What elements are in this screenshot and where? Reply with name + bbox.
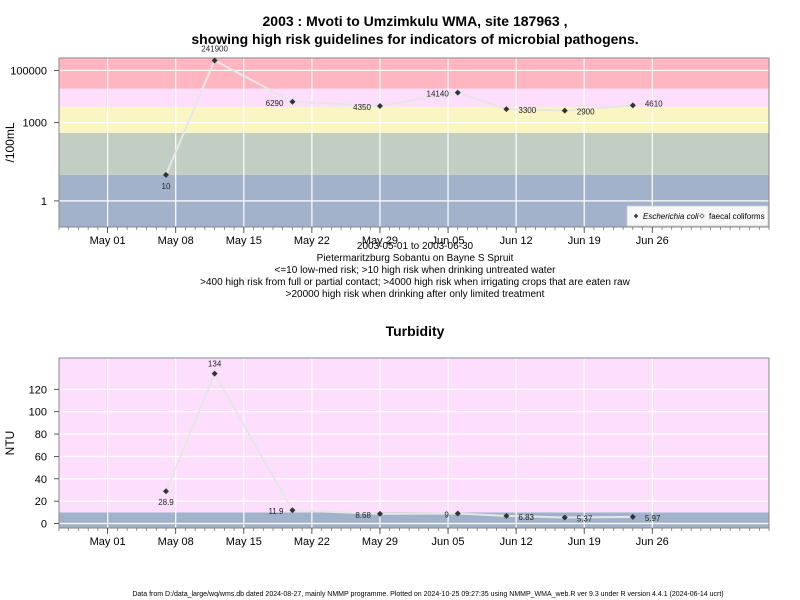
ecoli-band-pink (59, 88, 769, 107)
turbidity-band-pink (59, 358, 769, 513)
turbidity-series-line (165, 371, 633, 519)
ecoli-y-tick-label: 1 (41, 196, 47, 208)
footer-note: Data from D:/data_large/wq/wms.db dated … (132, 591, 723, 598)
turbidity-y-tick-label: 80 (35, 429, 47, 441)
ecoli-y-tick-label: 100000 (10, 65, 47, 77)
turbidity-data-label: 134 (208, 360, 222, 369)
ecoli-band-yellow (59, 106, 769, 134)
turbidity-x-tick-label: Jun 12 (500, 536, 533, 548)
ecoli-x-tick-label: May 29 (362, 235, 398, 247)
chart1-title-line2: showing high risk guidelines for indicat… (191, 31, 638, 47)
ecoli-plot-frame (58, 57, 770, 228)
legend-item-ecoli: Escherichia coli (643, 212, 699, 221)
ecoli-x-tick-label: May 15 (226, 235, 262, 247)
ecoli-data-point (629, 102, 636, 109)
legend-item-faecal: faecal coliforms (709, 212, 765, 221)
turbidity-data-label: 5.97 (645, 514, 661, 523)
turbidity-data-label: 9 (444, 510, 449, 519)
turbidity-data-point (289, 507, 296, 514)
ecoli-data-label: 4350 (353, 103, 371, 112)
ecoli-data-point (289, 98, 296, 105)
turbidity-data-point (376, 510, 383, 517)
ecoli-x-tick-label: May 01 (90, 235, 126, 247)
ecoli-data-label: 14140 (427, 90, 450, 99)
turbidity-data-point (629, 513, 636, 520)
turbidity-x-tick-label: Jun 19 (568, 536, 601, 548)
ecoli-x-tick-label: Jun 12 (500, 235, 533, 247)
turbidity-band-blue (59, 512, 769, 528)
ecoli-data-point (503, 106, 510, 113)
ecoli-x-tick-label: Jun 26 (636, 235, 669, 247)
ecoli-data-label: 3300 (518, 106, 536, 115)
ecoli-data-point (211, 57, 218, 64)
ecoli-plot-panel: May 01 May 08 May 15 May 22 May 29 Jun 05 Jun … (3, 44, 770, 247)
turbidity-y-tick-label: 40 (35, 474, 47, 486)
turbidity-plot-panel: May 01 May 08 May 15 May 22 May 29 Jun 05 Jun … (3, 357, 770, 548)
turbidity-x-tick-label: May 22 (294, 536, 330, 548)
ecoli-data-point (561, 107, 568, 114)
turbidity-x-tick-label: Jun 05 (432, 536, 465, 548)
ecoli-data-label: 241900 (201, 44, 228, 53)
ecoli-data-point (454, 89, 461, 96)
chart1-note-daterange: 2003-05-01 to 2003-06-30 (357, 241, 474, 252)
ecoli-y-tick-label: 1000 (23, 118, 47, 130)
turbidity-y-tick-label: 0 (41, 519, 47, 531)
turbidity-x-tick-label: May 08 (158, 536, 194, 548)
ecoli-x-tick-label: May 08 (158, 235, 194, 247)
turbidity-x-tick-label: May 29 (362, 536, 398, 548)
turbidity-data-label: 11.9 (268, 507, 284, 516)
legend-box (626, 205, 769, 227)
ecoli-series-line (165, 59, 633, 176)
ecoli-data-point (162, 171, 169, 178)
chart1-note-site: Pietermaritzburg Sobantu on Bayne S Spru… (317, 253, 514, 264)
turbidity-y-tick-label: 120 (29, 384, 47, 396)
turbidity-x-tick-label: Jun 26 (636, 536, 669, 548)
chart1-note-risk3: >20000 high risk when drinking after onl… (286, 289, 545, 300)
turbidity-data-label: 8.68 (355, 511, 371, 520)
ecoli-band-green (59, 133, 769, 175)
turbidity-y-tick-label: 20 (35, 496, 47, 508)
turbidity-data-point (162, 488, 169, 495)
turbidity-data-point (211, 370, 218, 377)
turbidity-data-label: 28.9 (158, 498, 174, 507)
chart1-note-risk2: >400 high risk from full or partial cont… (200, 277, 630, 288)
ecoli-data-label: 6290 (266, 99, 284, 108)
ecoli-data-label: 4610 (645, 99, 663, 108)
chart1-note-risk1: <=10 low-med risk; >10 high risk when dr… (275, 265, 557, 276)
legend-marker-faecal (699, 213, 705, 219)
turbidity-data-label: 6.83 (518, 513, 534, 522)
chart2-title: Turbidity (386, 323, 445, 339)
turbidity-data-point (454, 510, 461, 517)
legend-marker-ecoli (633, 213, 639, 219)
turbidity-data-point (561, 514, 568, 521)
turbidity-x-tick-label: May 15 (226, 536, 262, 548)
turbidity-data-point (503, 512, 510, 519)
ecoli-x-tick-label: Jun 05 (432, 235, 465, 247)
turbidity-y-tick-label: 60 (35, 451, 47, 463)
chart1-title-line1: 2003 : Mvoti to Umzimkulu WMA, site 1879… (263, 13, 568, 29)
ecoli-band-red (59, 58, 769, 89)
ecoli-data-label: 2900 (577, 108, 595, 117)
ecoli-data-label: 10 (162, 182, 171, 191)
turbidity-plot-frame (58, 357, 770, 529)
turbidity-y-tick-label: 100 (29, 407, 47, 419)
ecoli-x-tick-label: May 22 (294, 235, 330, 247)
turbidity-y-axis-label: NTU (3, 431, 17, 456)
ecoli-x-tick-label: Jun 19 (568, 235, 601, 247)
turbidity-x-tick-label: May 01 (90, 536, 126, 548)
turbidity-data-label: 5.37 (577, 515, 593, 524)
ecoli-y-axis-label: /100mL (3, 122, 17, 162)
ecoli-data-point (376, 102, 383, 109)
